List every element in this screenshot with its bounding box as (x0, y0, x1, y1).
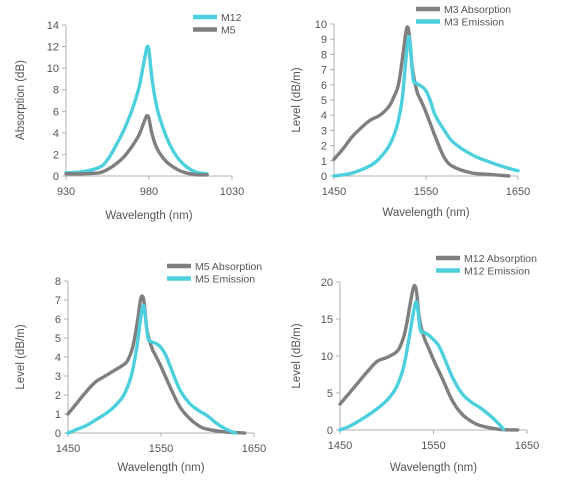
y-tick-label: 0 (53, 171, 59, 183)
y-tick-label: 0 (55, 428, 61, 440)
series-line-m3-absorption (332, 25, 511, 178)
y-tick-label: 5 (321, 95, 327, 107)
y-tick-label: 2 (53, 149, 59, 161)
y-tick-label: 8 (55, 276, 61, 288)
legend-label: M12 Emission (464, 266, 530, 278)
x-tick-label: 1550 (414, 186, 438, 198)
x-tick-label: 980 (140, 186, 158, 198)
x-axis-label: Wavelength (nm) (382, 207, 469, 219)
x-tick-label: 1650 (515, 440, 539, 452)
y-tick-label: 15 (321, 314, 333, 326)
chart-panel-4: 0 5 10 15 20 1450 1550 1650 Wavelength (nm) Level… (291, 253, 539, 474)
x-tick-label: 1030 (220, 186, 244, 198)
x-tick-label: 1450 (56, 443, 80, 455)
y-tick-label: 10 (321, 351, 333, 363)
y-axis-label: Level (dB/m) (291, 323, 303, 388)
chart-panel-2: 0 1 2 3 4 5 6 7 8 9 10 1450 1550 1650 Wavelength (nm) L… (291, 4, 530, 219)
series-line-m5-emission (66, 303, 238, 435)
y-tick-label: 14 (47, 20, 59, 32)
y-tick-label: 8 (53, 85, 59, 97)
x-axis-label: Wavelength (nm) (390, 462, 477, 474)
series-line-m12-emission (338, 299, 506, 432)
y-tick-label: 1 (321, 156, 327, 168)
y-tick-label: 6 (53, 106, 59, 118)
legend-label: M3 Absorption (444, 4, 511, 16)
y-tick-label: 5 (55, 333, 61, 345)
x-tick-label: 930 (57, 186, 75, 198)
x-axis-label: Wavelength (nm) (105, 210, 192, 222)
series-line-m12-absorption (338, 283, 520, 432)
x-tick-label: 1550 (421, 440, 445, 452)
series-line-m5 (64, 113, 209, 177)
y-tick-label: 4 (321, 110, 327, 122)
y-axis-label: Level (dB/m) (15, 324, 27, 389)
y-axis-label: Absorption (dB) (15, 60, 27, 140)
y-axis-label: Level (dB/m) (291, 67, 303, 132)
x-tick-label: 1450 (322, 186, 346, 198)
x-tick-label: 1650 (506, 186, 530, 198)
x-tick-label: 1450 (328, 440, 352, 452)
legend-label: M3 Emission (444, 17, 504, 29)
y-tick-label: 0 (321, 171, 327, 183)
y-tick-label: 0 (327, 425, 333, 437)
y-tick-label: 3 (321, 125, 327, 137)
y-tick-label: 6 (55, 314, 61, 326)
series-line-m5-absorption (66, 294, 247, 435)
y-tick-label: 6 (321, 80, 327, 92)
y-tick-label: 8 (321, 49, 327, 61)
y-tick-label: 1 (55, 409, 61, 421)
x-tick-label: 1650 (242, 443, 266, 455)
y-tick-label: 20 (321, 277, 333, 289)
y-tick-label: 2 (55, 390, 61, 402)
y-tick-label: 12 (47, 42, 59, 54)
y-tick-label: 7 (55, 295, 61, 307)
y-tick-label: 5 (327, 388, 333, 400)
y-tick-label: 4 (53, 128, 59, 140)
y-tick-label: 2 (321, 141, 327, 153)
chart-panel-1: 0 2 4 6 8 10 12 14 930 980 1030 Wavelength (nm) Abso… (15, 12, 244, 222)
legend-label: M5 Absorption (195, 261, 262, 273)
y-tick-label: 9 (321, 34, 327, 46)
legend-label: M12 Absorption (464, 253, 537, 265)
x-axis-label: Wavelength (nm) (117, 462, 204, 474)
legend-label: M12 (221, 12, 242, 24)
y-tick-label: 3 (55, 371, 61, 383)
x-tick-label: 1550 (149, 443, 173, 455)
y-tick-label: 4 (55, 352, 61, 364)
y-tick-label: 10 (47, 63, 59, 75)
y-tick-label: 10 (315, 19, 327, 31)
y-tick-label: 7 (321, 65, 327, 77)
series-line-m3-emission (332, 34, 520, 178)
legend-label: M5 (221, 25, 236, 37)
series-line-m12 (64, 44, 209, 176)
legend-label: M5 Emission (195, 274, 255, 286)
chart-panel-3: 0 1 2 3 4 5 6 7 8 1450 1550 1650 Wavelength (nm) Leve… (15, 261, 266, 474)
